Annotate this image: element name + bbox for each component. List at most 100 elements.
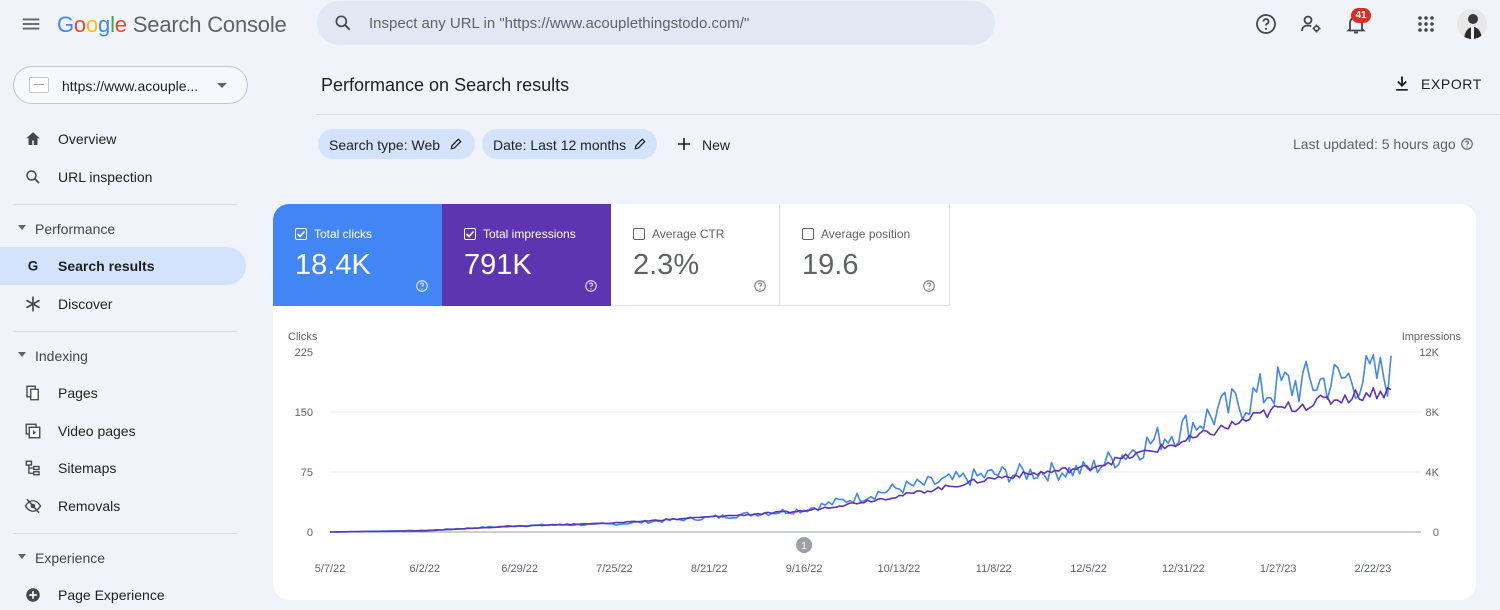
new-filter-button[interactable]: New xyxy=(674,131,738,157)
metric-label: Average CTR xyxy=(652,227,725,241)
export-label: EXPORT xyxy=(1421,76,1482,92)
collapse-caret-icon xyxy=(18,225,26,230)
x-tick-label: 10/13/22 xyxy=(877,563,920,575)
logo-letter: e xyxy=(114,12,127,37)
app-name: Search Console xyxy=(132,12,287,37)
sidebar-item-label: Video pages xyxy=(58,423,136,439)
x-tick-label: 2/22/23 xyxy=(1355,563,1392,575)
left-axis-title: Clicks xyxy=(288,331,318,343)
help-icon[interactable] xyxy=(1460,137,1474,151)
checkbox-unchecked-icon[interactable] xyxy=(802,228,814,240)
notifications-badge: 41 xyxy=(1351,8,1371,23)
right-axis-title: Impressions xyxy=(1402,331,1462,343)
x-tick-label: 9/16/22 xyxy=(786,563,823,575)
edit-pencil-icon[interactable] xyxy=(633,137,647,151)
filter-chip-date[interactable]: Date: Last 12 months xyxy=(482,129,657,159)
performance-chart[interactable]: Clicks Impressions 225 150 75 0 12K 8K 4K 0 5/7/22… xyxy=(273,314,1476,594)
logo-letter: l xyxy=(110,12,115,37)
right-tick-label: 4K xyxy=(1426,467,1440,479)
performance-card: Total clicks 18.4K Total impressions 791… xyxy=(273,204,1476,600)
sidebar-item-label: Sitemaps xyxy=(58,460,117,476)
sidebar-item-page-experience[interactable]: Page Experience xyxy=(0,576,246,610)
sidebar-item-sitemaps[interactable]: Sitemaps xyxy=(0,449,246,487)
checkbox-unchecked-icon[interactable] xyxy=(633,228,645,240)
apps-grid-icon[interactable] xyxy=(1414,12,1438,36)
property-selector[interactable]: https://www.acouple... xyxy=(13,66,248,104)
sidebar-item-search-results[interactable]: G Search results xyxy=(0,247,246,285)
filter-chip-search-type[interactable]: Search type: Web xyxy=(318,129,475,159)
sidebar-item-pages[interactable]: Pages xyxy=(0,374,246,412)
menu-icon[interactable] xyxy=(20,13,42,35)
checkbox-checked-icon[interactable] xyxy=(295,228,307,240)
sidebar-section-indexing[interactable]: Indexing xyxy=(0,341,246,371)
visibility-off-icon xyxy=(24,498,42,514)
metric-total-clicks[interactable]: Total clicks 18.4K xyxy=(273,204,442,306)
metric-average-ctr[interactable]: Average CTR 2.3% xyxy=(611,204,780,306)
metric-total-impressions[interactable]: Total impressions 791K xyxy=(442,204,611,306)
help-icon[interactable] xyxy=(1254,12,1278,36)
account-avatar[interactable] xyxy=(1457,9,1487,39)
x-tick-label: 8/21/22 xyxy=(691,563,728,575)
collapse-caret-icon xyxy=(18,554,26,559)
sidebar-item-overview[interactable]: Overview xyxy=(0,120,246,158)
x-tick-label: 5/7/22 xyxy=(315,563,346,575)
metric-value: 19.6 xyxy=(802,249,859,281)
x-tick-label: 1/27/23 xyxy=(1260,563,1297,575)
annotation-label: 1 xyxy=(801,541,807,552)
x-tick-label: 11/8/22 xyxy=(976,563,1012,575)
url-inspect-search[interactable] xyxy=(317,1,995,45)
checkbox-checked-icon[interactable] xyxy=(464,228,476,240)
help-icon[interactable] xyxy=(415,279,429,293)
logo-letter: o xyxy=(73,12,86,37)
sidebar-item-label: URL inspection xyxy=(58,169,153,185)
sidebar-divider xyxy=(13,331,237,332)
help-icon[interactable] xyxy=(753,279,767,293)
series-line-clicks xyxy=(329,353,1392,533)
help-icon[interactable] xyxy=(584,279,598,293)
avatar-photo-icon xyxy=(1457,9,1487,39)
last-updated: Last updated: 5 hours ago xyxy=(1293,136,1474,152)
sidebar-item-label: Page Experience xyxy=(58,587,165,603)
header-divider xyxy=(316,114,1500,115)
sidebar-item-removals[interactable]: Removals xyxy=(0,487,246,525)
sidebar-item-label: Discover xyxy=(58,296,113,312)
series-line-impressions xyxy=(330,386,1392,533)
metric-label: Total clicks xyxy=(314,227,373,241)
sidebar-item-discover[interactable]: Discover xyxy=(0,285,246,323)
home-icon xyxy=(26,132,40,145)
collapse-caret-icon xyxy=(18,352,26,357)
left-tick-label: 225 xyxy=(295,347,313,359)
pages-icon xyxy=(26,385,39,401)
plus-icon xyxy=(678,138,690,150)
x-tick-label: 12/31/22 xyxy=(1162,563,1205,575)
sidebar-item-url-inspection[interactable]: URL inspection xyxy=(0,158,246,196)
section-label: Performance xyxy=(35,221,116,237)
left-tick-label: 150 xyxy=(295,407,313,419)
sidebar-section-performance[interactable]: Performance xyxy=(0,214,246,244)
app-logo[interactable]: Google Search Console xyxy=(57,12,287,38)
chip-label: Search type: Web xyxy=(329,137,441,153)
sitemap-icon xyxy=(25,460,40,476)
svg-text:G: G xyxy=(28,259,39,274)
sidebar-item-label: Search results xyxy=(58,258,155,274)
right-tick-label: 8K xyxy=(1426,407,1440,419)
right-tick-label: 0 xyxy=(1433,527,1439,539)
section-label: Experience xyxy=(35,550,106,566)
right-tick-label: 12K xyxy=(1419,347,1439,359)
help-icon[interactable] xyxy=(922,279,936,293)
sidebar-section-experience[interactable]: Experience xyxy=(0,543,246,573)
sidebar-item-label: Removals xyxy=(58,498,121,514)
search-input[interactable] xyxy=(369,7,969,39)
logo-letter: G xyxy=(57,12,74,37)
edit-pencil-icon[interactable] xyxy=(449,137,463,151)
asterisk-icon xyxy=(26,296,40,312)
logo-letter: o xyxy=(85,12,99,37)
x-tick-label: 6/2/22 xyxy=(410,563,441,575)
metric-average-position[interactable]: Average position 19.6 xyxy=(780,204,950,306)
sidebar-item-video-pages[interactable]: Video pages xyxy=(0,412,246,450)
add-circle-icon xyxy=(26,588,40,602)
property-label: https://www.acouple... xyxy=(62,78,199,94)
users-settings-icon[interactable] xyxy=(1299,12,1323,36)
property-favicon xyxy=(29,77,49,93)
